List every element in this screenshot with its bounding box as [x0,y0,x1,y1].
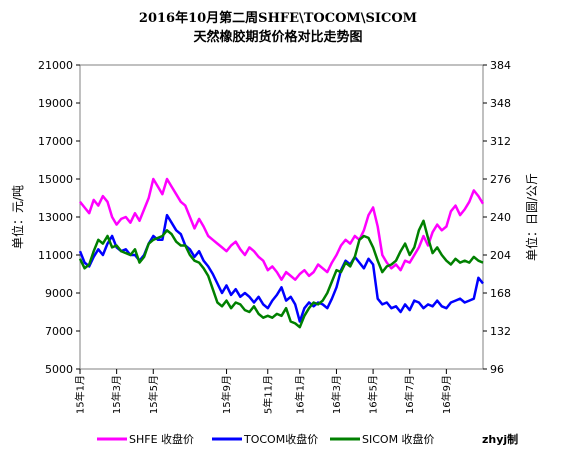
x-tick-label: 16年9月 [440,375,453,414]
x-tick-label: 16年7月 [403,375,416,414]
y-left-tick-label: 11000 [38,249,73,262]
x-tick-label: 16年5月 [367,375,380,414]
y-right-tick-label: 204 [490,249,511,262]
y-left-tick-label: 7000 [45,325,73,338]
x-tick-label: 15年3月 [110,375,123,414]
x-tick-label: 16年1月 [293,375,306,414]
legend-label-shfe: SHFE 收盘价 [129,432,194,446]
y-left-tick-label: 13000 [38,211,73,224]
y-right-tick-label: 132 [490,325,511,338]
legend-label-tocom: TOCOM收盘价 [243,432,318,446]
y-right-axis: 384 348 312 276 240 204 168 132 96 [483,59,511,376]
x-tick-label: 15年5月 [147,375,160,414]
y-left-tick-label: 15000 [38,173,73,186]
chart-subtitle: 天然橡胶期货价格对比走势图 [193,29,362,45]
y-right-tick-label: 240 [490,211,511,224]
plot-area [79,64,484,370]
x-tick-label: 16年3月 [330,375,343,414]
y-right-axis-title: 单位：日圆/公斤 [524,173,539,261]
y-left-axis: 21000 19000 17000 15000 13000 11000 9000 7000 50… [38,59,80,376]
series-lines [78,177,485,329]
y-left-axis-title: 单位：元/吨 [10,185,25,249]
y-left-tick-label: 19000 [38,97,73,110]
y-left-tick-label: 9000 [45,287,73,300]
x-tick-label: 5年11月 [261,375,274,414]
legend: SHFE 收盘价 TOCOM收盘价 SICOM 收盘价 [97,432,435,446]
series-line-shfe [79,177,485,281]
legend-label-sicom: SICOM 收盘价 [362,432,435,446]
credit-label: zhyj制 [482,432,518,446]
y-right-tick-label: 96 [490,363,504,376]
y-right-tick-label: 276 [490,173,511,186]
y-right-tick-label: 312 [490,135,511,148]
x-tick-label: 15年1月 [74,375,87,414]
chart-title: 2016年10月第二周SHFE\TOCOM\SICOM [139,10,417,26]
y-left-tick-label: 5000 [45,363,73,376]
y-left-tick-label: 17000 [38,135,73,148]
y-right-tick-label: 168 [490,287,511,300]
y-left-tick-label: 21000 [38,59,73,72]
x-tick-label: 15年9月 [220,375,233,414]
x-axis: 15年1月 15年3月 15年5月 15年9月 5年11月 16年1月 16年3月 16年5月… [74,369,453,414]
y-right-tick-label: 384 [490,59,511,72]
series-line-sicom [78,219,484,329]
y-right-tick-label: 348 [490,97,511,110]
